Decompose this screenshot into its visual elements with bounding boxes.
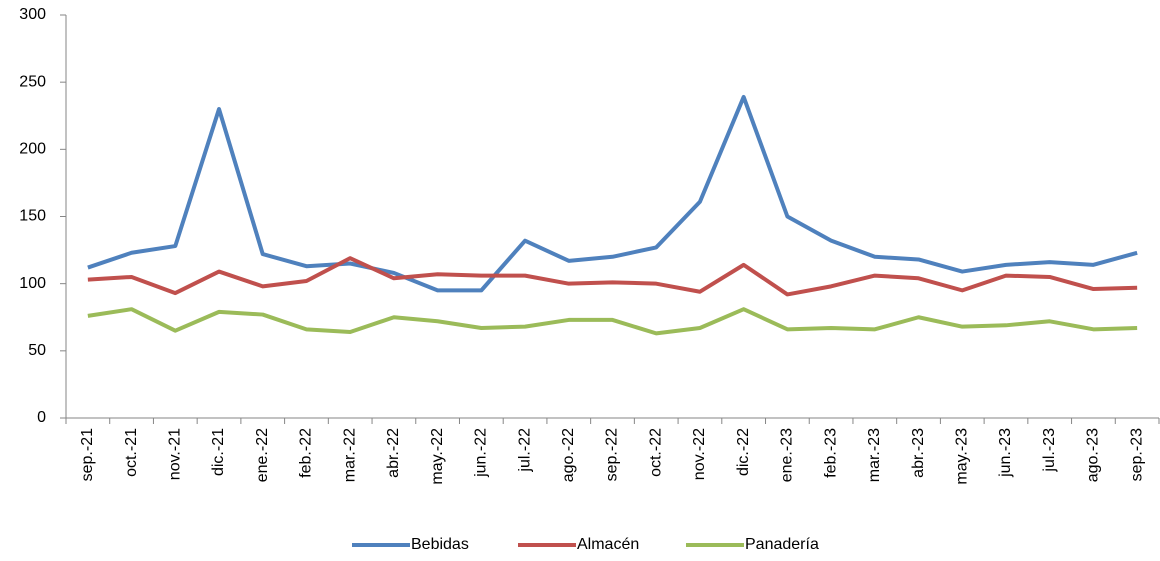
x-tick-label: feb.-23 <box>822 428 839 478</box>
y-tick-label: 0 <box>37 409 46 426</box>
x-tick-label: mar.-22 <box>341 428 358 482</box>
legend-label: Panadería <box>745 536 819 553</box>
legend-item: Bebidas <box>352 536 469 553</box>
x-tick-label: ene.-22 <box>254 428 271 482</box>
x-tick-label: oct.-21 <box>123 428 140 477</box>
legend-item: Almacén <box>518 536 639 553</box>
x-tick-label: sep.-22 <box>604 428 621 481</box>
x-tick-label: jun.-22 <box>473 428 490 478</box>
x-tick-label: may.-22 <box>429 428 446 485</box>
x-tick-label: sep.-21 <box>79 428 96 481</box>
y-tick-label: 50 <box>28 342 46 359</box>
x-tick-label: jul.-22 <box>516 428 533 473</box>
x-tick-label: ago.-23 <box>1085 428 1102 482</box>
line-series <box>87 94 1138 293</box>
x-tick-label: mar.-23 <box>866 428 883 482</box>
y-tick-label: 100 <box>19 275 46 292</box>
legend-item: Panadería <box>686 536 819 553</box>
x-tick-label: dic.-21 <box>210 428 227 476</box>
y-tick-label: 300 <box>19 6 46 23</box>
x-tick-label: jul.-23 <box>1041 428 1058 473</box>
y-tick-label: 200 <box>19 141 46 158</box>
x-tick-label: abr.-22 <box>385 428 402 478</box>
x-tick-label: may.-23 <box>953 428 970 485</box>
x-tick-label: dic.-22 <box>735 428 752 476</box>
line-series <box>87 307 1138 336</box>
x-tick-label: oct.-22 <box>647 428 664 477</box>
x-tick-label: nov.-21 <box>167 428 184 480</box>
x-tick-label: feb.-22 <box>298 428 315 478</box>
legend-label: Almacén <box>577 536 639 553</box>
x-tick-label: sep.-23 <box>1128 428 1145 481</box>
line-series <box>87 256 1138 297</box>
x-tick-label: abr.-23 <box>910 428 927 478</box>
x-tick-label: ago.-22 <box>560 428 577 482</box>
x-tick-label: ene.-23 <box>779 428 796 482</box>
x-tick-label: nov.-22 <box>691 428 708 480</box>
legend-label: Bebidas <box>411 536 469 553</box>
y-tick-label: 250 <box>19 73 46 90</box>
y-tick-label: 150 <box>19 208 46 225</box>
x-tick-label: jun.-23 <box>997 428 1014 478</box>
